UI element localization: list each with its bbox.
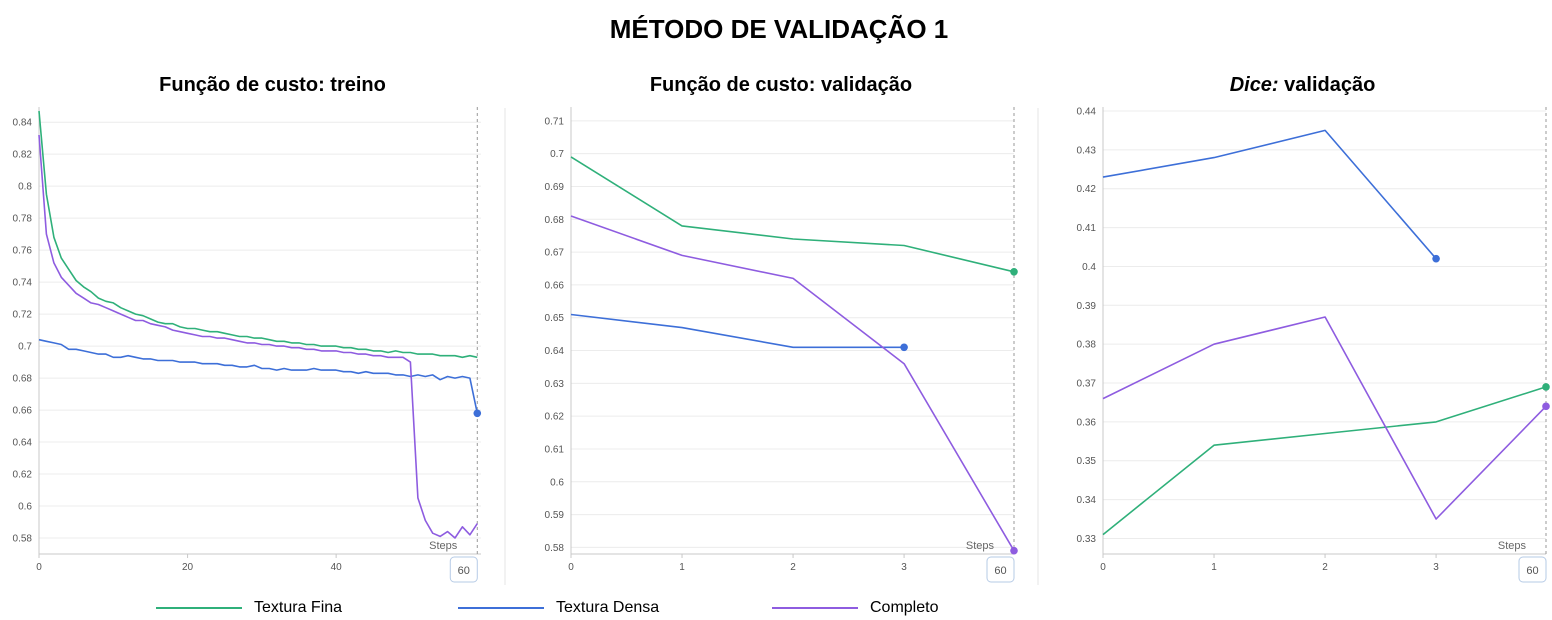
x-tick-label: 0 [1100,562,1106,573]
y-tick-label: 0.36 [1077,417,1097,428]
legend-swatch-textura-fina [156,607,242,609]
series-line-textura-densa [1102,129,1437,260]
series-line-completo [38,134,478,539]
cursor-value-label: 60 [1526,565,1538,577]
x-tick-label: 3 [1433,562,1439,573]
legend-label: Textura Fina [254,599,343,616]
y-tick-label: 0.35 [1077,456,1097,467]
legend-item-textura-fina: Textura Fina [156,596,342,620]
panel-title-val-loss: Função de custo: validação [510,74,1052,97]
x-axis-label: Steps [966,540,995,552]
y-tick-label: 0.84 [13,118,33,129]
x-tick-label: 2 [790,562,796,573]
y-tick-label: 0.72 [13,310,33,321]
x-tick-label: 40 [331,562,343,573]
series-end-point [1010,267,1018,276]
y-tick-label: 0.69 [545,182,565,193]
y-tick-label: 0.7 [550,149,564,160]
y-tick-label: 0.74 [13,278,33,289]
y-tick-label: 0.7 [18,342,32,353]
y-tick-label: 0.64 [13,438,33,449]
panel-title-text: validação [1278,74,1376,96]
y-tick-label: 0.71 [545,116,565,127]
legend-label: Textura Densa [556,599,660,616]
y-tick-label: 0.63 [545,379,565,390]
y-tick-label: 0.41 [1077,223,1097,234]
x-tick-label: 1 [679,562,685,573]
y-tick-label: 0.43 [1077,145,1097,156]
series-end-point [1542,383,1550,391]
y-tick-label: 0.68 [13,374,33,385]
y-tick-label: 0.42 [1077,184,1097,195]
y-tick-label: 0.66 [545,280,565,291]
x-tick-label: 3 [901,562,907,573]
y-tick-label: 0.39 [1077,301,1097,312]
cursor-value-box [986,556,1015,583]
cursor-value-box [1518,556,1547,583]
panel-title-text: Função de custo: treino [159,74,386,96]
y-tick-label: 0.37 [1077,379,1097,390]
legend-item-textura-densa: Textura Densa [458,596,659,620]
legend-item-completo: Completo [772,596,938,620]
x-tick-label: 2 [1322,562,1328,573]
x-tick-label: 0 [568,562,574,573]
y-tick-label: 0.59 [545,510,565,521]
y-tick-label: 0.61 [545,444,565,455]
y-tick-label: 0.76 [13,246,33,257]
y-tick-label: 0.34 [1077,495,1097,506]
main-title: MÉTODO DE VALIDAÇÃO 1 [609,14,949,44]
series-line-textura-fina [38,110,478,359]
y-tick-label: 0.64 [545,346,565,357]
y-tick-label: 0.4 [1082,262,1096,273]
y-tick-label: 0.62 [13,470,33,481]
x-tick-label: 20 [182,562,194,573]
cursor-value-label: 60 [458,565,470,577]
cursor-value-label: 60 [994,565,1006,577]
panel-title-train-loss: Função de custo: treino [0,74,545,97]
y-tick-label: 0.8 [18,182,32,193]
y-tick-label: 0.67 [545,248,565,259]
cursor-value-box [449,556,478,583]
y-tick-label: 0.82 [13,150,33,161]
legend-label: Completo [870,599,939,616]
series-line-completo [570,215,1015,552]
x-axis-label: Steps [429,540,458,552]
series-line-textura-densa [38,338,479,414]
y-tick-label: 0.33 [1077,534,1097,545]
y-tick-label: 0.66 [13,406,33,417]
panel-title-prefix: Dice: [1229,74,1279,96]
y-tick-label: 0.6 [550,477,564,488]
legend-swatch-textura-densa [458,607,544,609]
series-end-point [473,409,482,418]
y-tick-label: 0.58 [13,534,33,545]
panel-title-val-dice: Dice: validação [1030,74,1552,97]
series-line-textura-fina [1102,386,1547,536]
panel-title-text: Função de custo: validação [649,74,913,96]
series-end-point [1432,254,1440,263]
series-line-textura-fina [570,156,1015,273]
y-tick-label: 0.6 [18,502,32,513]
legend-swatch-completo [772,607,858,609]
x-axis-label: Steps [1498,540,1527,552]
y-tick-label: 0.68 [545,215,565,226]
series-end-point [900,343,908,352]
y-tick-label: 0.58 [545,543,565,554]
series-end-point [1542,402,1550,411]
x-tick-label: 0 [36,562,42,573]
series-line-completo [1102,316,1547,520]
y-tick-label: 0.62 [545,412,565,423]
series-end-point [1010,546,1018,555]
series-line-textura-densa [570,313,905,349]
y-tick-label: 0.65 [545,313,565,324]
x-tick-label: 1 [1211,562,1217,573]
y-tick-label: 0.44 [1077,107,1097,118]
y-tick-label: 0.38 [1077,340,1097,351]
y-tick-label: 0.78 [13,214,33,225]
